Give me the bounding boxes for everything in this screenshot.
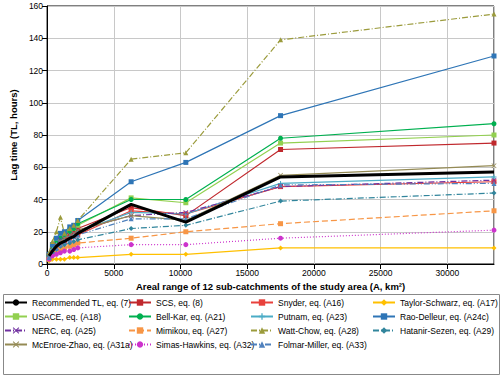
svg-text:25000: 25000 xyxy=(369,268,393,278)
svg-text:Snyder, eq. (A16): Snyder, eq. (A16) xyxy=(278,298,344,308)
svg-text:Watt-Chow, eq. (A28): Watt-Chow, eq. (A28) xyxy=(278,326,359,336)
svg-text:60: 60 xyxy=(34,162,44,172)
svg-text:20: 20 xyxy=(34,227,44,237)
svg-text:15000: 15000 xyxy=(235,268,259,278)
svg-text:0: 0 xyxy=(45,268,50,278)
svg-text:Rao-Delleur, eq. (A24c): Rao-Delleur, eq. (A24c) xyxy=(400,312,489,322)
svg-text:Mimikou, eq. (A27): Mimikou, eq. (A27) xyxy=(156,326,227,336)
svg-text:Simas-Hawkins, eq. (A32): Simas-Hawkins, eq. (A32) xyxy=(156,340,254,350)
svg-text:100: 100 xyxy=(29,98,43,108)
svg-text:Recommended TL, eq. (7): Recommended TL, eq. (7) xyxy=(32,298,131,308)
svg-text:140: 140 xyxy=(29,33,43,43)
svg-text:10000: 10000 xyxy=(169,268,193,278)
svg-text:Hatanir-Sezen, eq. (A29): Hatanir-Sezen, eq. (A29) xyxy=(400,326,494,336)
svg-text:SCS, eq. (8): SCS, eq. (8) xyxy=(156,298,203,308)
svg-text:120: 120 xyxy=(29,66,43,76)
svg-text:5000: 5000 xyxy=(104,268,123,278)
svg-text:Lag time (TL, hours): Lag time (TL, hours) xyxy=(8,89,19,180)
svg-text:30000: 30000 xyxy=(435,268,459,278)
svg-text:Taylor-Schwarz, eq. (A17): Taylor-Schwarz, eq. (A17) xyxy=(400,298,498,308)
svg-text:McEnroe-Zhao, eq. (A31a): McEnroe-Zhao, eq. (A31a) xyxy=(32,340,133,350)
svg-text:160: 160 xyxy=(29,1,43,11)
svg-text:Folmar-Miller, eq. (A33): Folmar-Miller, eq. (A33) xyxy=(278,340,367,350)
svg-text:Putnam, eq. (A23): Putnam, eq. (A23) xyxy=(278,312,347,322)
svg-text:40: 40 xyxy=(34,195,44,205)
svg-text:20000: 20000 xyxy=(302,268,326,278)
svg-text:Areal range of 12 sub-catchmen: Areal range of 12 sub-catchments of the … xyxy=(136,281,405,292)
svg-text:NERC, eq. (A25): NERC, eq. (A25) xyxy=(32,326,96,336)
svg-text:80: 80 xyxy=(34,130,44,140)
svg-text:USACE, eq. (A18): USACE, eq. (A18) xyxy=(32,312,101,322)
svg-text:Bell-Kar, eq. (A21): Bell-Kar, eq. (A21) xyxy=(156,312,226,322)
svg-text:0: 0 xyxy=(38,259,43,269)
